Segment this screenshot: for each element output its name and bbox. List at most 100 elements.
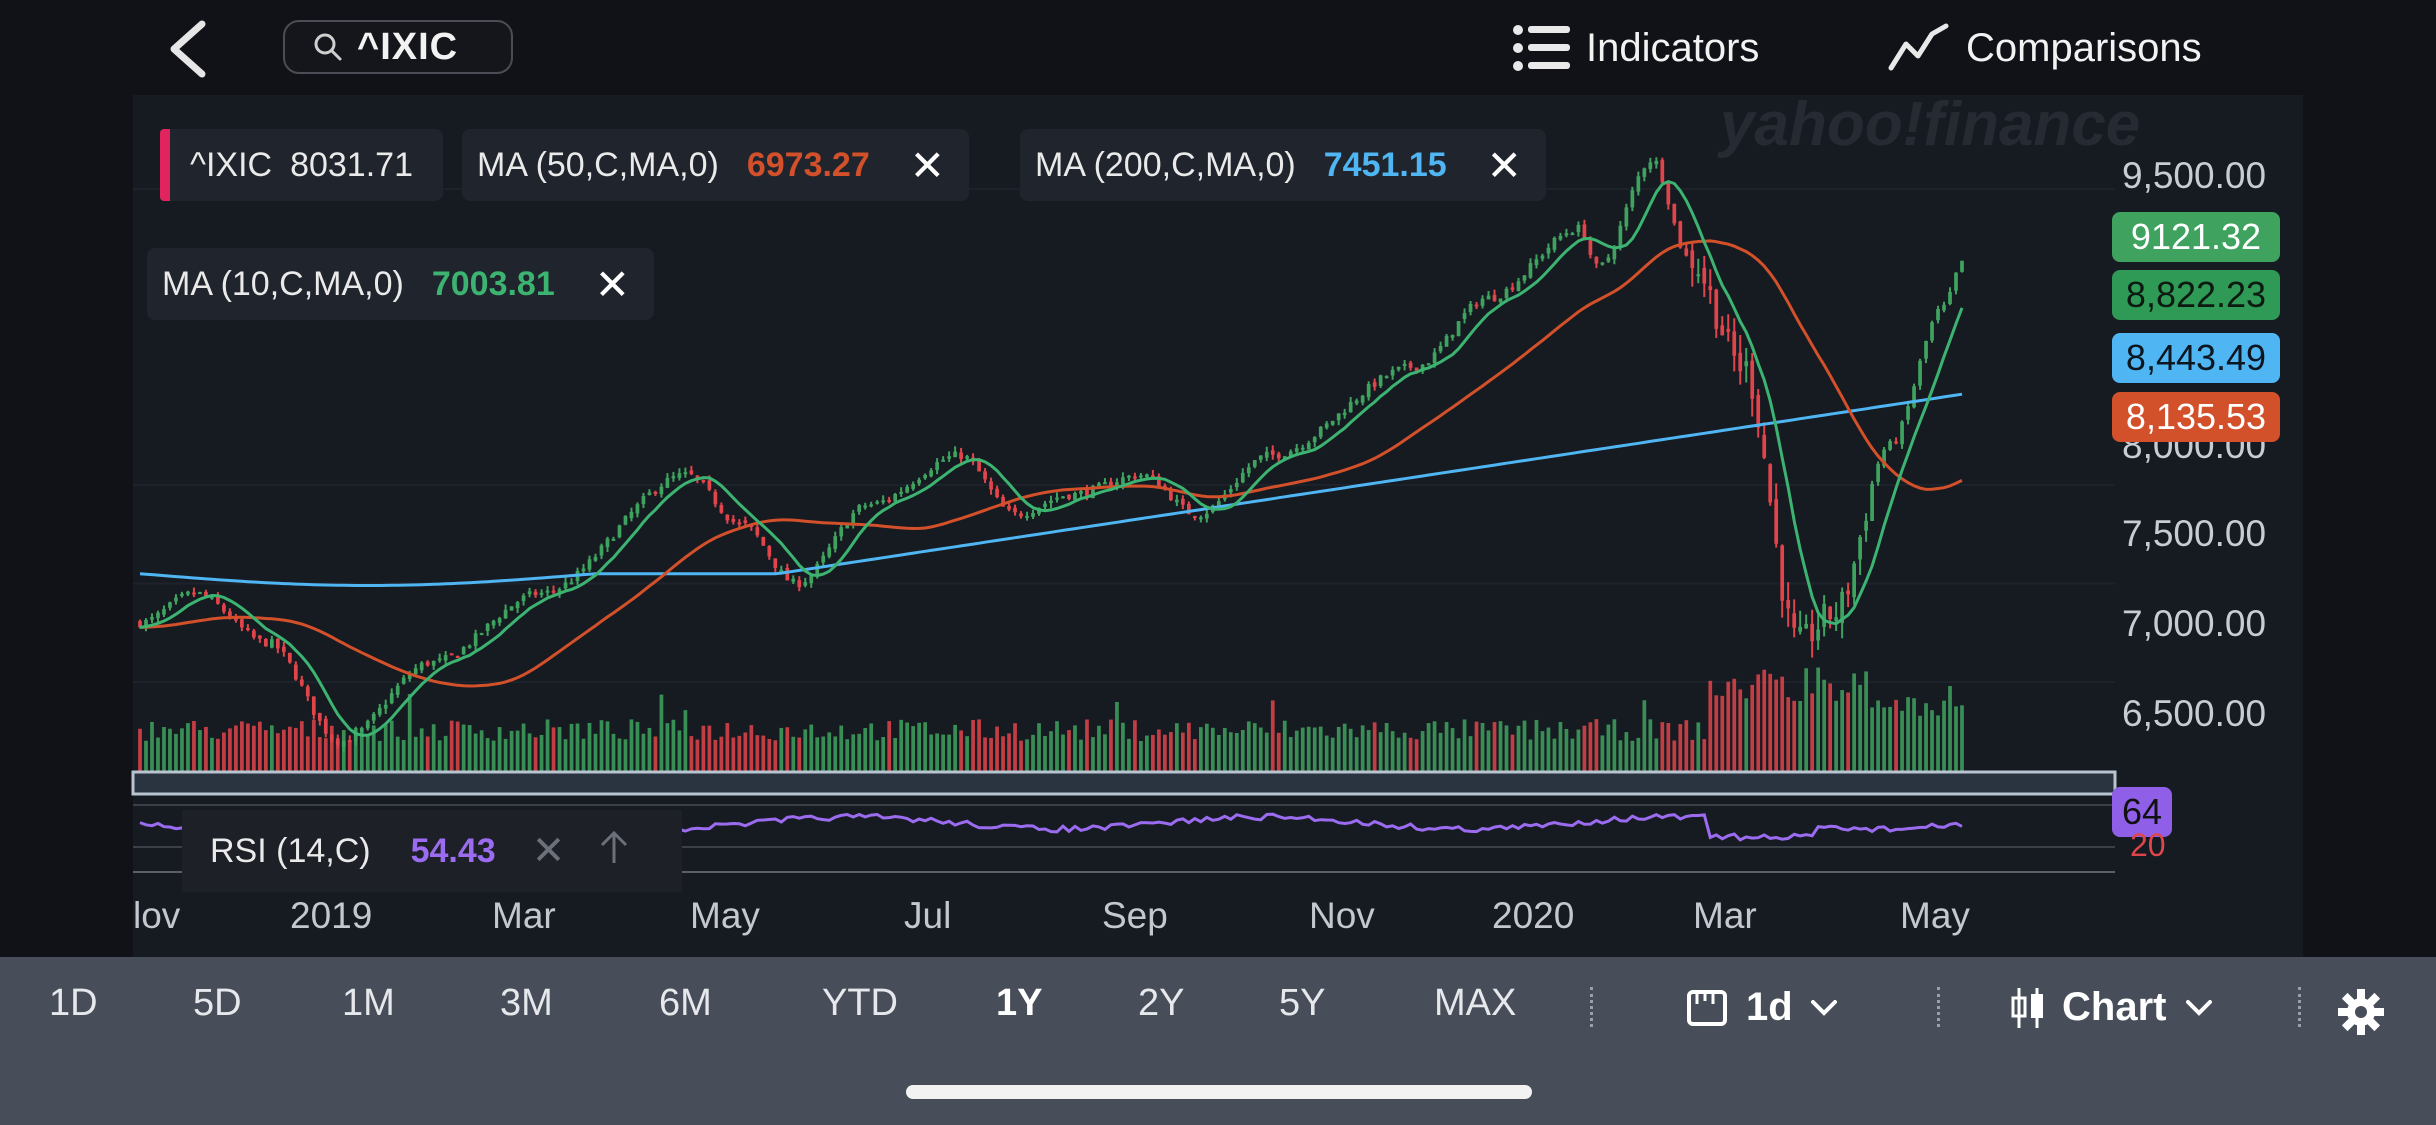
indicators-button[interactable]: Indicators <box>1512 18 1759 78</box>
rsi-legend[interactable]: RSI (14,C) 54.43 ✕ <box>182 810 682 892</box>
volume-bar <box>180 728 184 771</box>
candle-body <box>1672 203 1677 224</box>
x-axis-label: May <box>1900 895 1970 936</box>
volume-bar <box>156 737 160 771</box>
candle-body <box>941 459 945 462</box>
volume-bar <box>1091 737 1095 771</box>
candle-body <box>1642 168 1647 177</box>
price-chart[interactable]: yahoo!finance <box>0 95 2436 960</box>
volume-bar <box>527 733 532 771</box>
volume-bar <box>1240 729 1245 771</box>
range-5y[interactable]: 5Y <box>1279 982 1326 1024</box>
candle-body <box>1936 308 1940 321</box>
range-1m[interactable]: 1M <box>342 982 395 1024</box>
back-button[interactable] <box>160 18 220 80</box>
candle-body <box>258 635 262 639</box>
comparisons-button[interactable]: Comparisons <box>1888 18 2202 78</box>
chart-type-selector[interactable]: Chart <box>2010 985 2214 1030</box>
line-chart-icon <box>1888 23 1949 71</box>
range-3m[interactable]: 3M <box>500 982 553 1024</box>
candle-body <box>1816 629 1821 641</box>
volume-bar <box>1013 723 1017 771</box>
symbol-search-field[interactable]: ^IXIC <box>283 20 513 74</box>
candle-body <box>755 527 760 536</box>
close-icon[interactable]: ✕ <box>531 829 566 873</box>
volume-bar <box>887 721 892 771</box>
candle-body <box>923 474 927 479</box>
volume-bar <box>359 732 364 771</box>
candle-body <box>701 480 706 483</box>
comparisons-label: Comparisons <box>1966 25 2202 70</box>
candle-body <box>1870 483 1874 521</box>
volume-bar <box>881 736 886 771</box>
home-indicator <box>906 1085 1532 1099</box>
candle-body <box>479 633 484 636</box>
range-max[interactable]: MAX <box>1434 982 1517 1024</box>
candle-body <box>1115 482 1119 487</box>
volume-bar <box>1360 725 1365 771</box>
candle-body <box>977 459 981 472</box>
candle-body <box>1900 421 1904 445</box>
range-1y[interactable]: 1Y <box>996 982 1043 1024</box>
candle-body <box>1001 496 1005 507</box>
candle-body <box>965 456 969 459</box>
arrow-up-icon[interactable] <box>597 829 631 874</box>
candle-body <box>1492 294 1497 301</box>
close-icon[interactable]: ✕ <box>909 141 945 189</box>
rsi-label: RSI (14,C) <box>210 831 371 870</box>
range-6m[interactable]: 6M <box>659 982 712 1024</box>
ma10-legend[interactable]: MA (10,C,MA,0) 7003.81 ✕ <box>147 248 654 320</box>
candle-body <box>617 525 622 538</box>
interval-selector[interactable]: 1d <box>1686 985 1839 1030</box>
settings-button[interactable] <box>2338 989 2384 1040</box>
candle-body <box>455 655 460 658</box>
candle-body <box>1390 369 1395 376</box>
range-5d[interactable]: 5D <box>193 982 242 1024</box>
volume-bar <box>551 727 556 771</box>
candle-body <box>1504 288 1509 299</box>
volume-bar <box>1756 674 1761 771</box>
candle-body <box>1049 500 1053 504</box>
range-1d[interactable]: 1D <box>49 982 98 1024</box>
volume-bar <box>941 734 945 771</box>
volume-bar <box>1180 732 1185 771</box>
volume-bar <box>1085 719 1089 771</box>
range-scrubber[interactable] <box>131 770 2117 796</box>
candle-body <box>275 638 280 649</box>
candle-body <box>875 501 880 504</box>
candle-body <box>677 473 682 478</box>
candle-body <box>1204 513 1209 519</box>
volume-bar <box>1276 732 1281 771</box>
ma50-legend[interactable]: MA (50,C,MA,0) 6973.27 ✕ <box>462 129 969 201</box>
x-axis-label: Sep <box>1102 895 1168 936</box>
last-price-tag: 9121.32 <box>2112 212 2280 262</box>
volume-bar <box>1474 721 1479 771</box>
candle-body <box>797 580 802 588</box>
volume-bar <box>1564 728 1569 771</box>
volume-bar <box>1306 726 1311 771</box>
volume-bar <box>1133 720 1137 771</box>
ma50-price-tag: 8,135.53 <box>2112 392 2280 442</box>
volume-bar <box>1804 668 1809 771</box>
volume-bar <box>1666 723 1671 771</box>
volume-bar <box>1786 697 1791 771</box>
candle-body <box>1240 472 1245 483</box>
volume-bar <box>1834 700 1838 771</box>
candle-body <box>1133 476 1137 479</box>
close-icon[interactable]: ✕ <box>1486 141 1522 189</box>
range-2y[interactable]: 2Y <box>1138 982 1185 1024</box>
volume-bar <box>323 738 328 771</box>
volume-bar <box>461 724 466 771</box>
y-axis-label: 6,500.00 <box>2122 693 2267 734</box>
volume-bar <box>1037 723 1041 771</box>
candle-body <box>1198 517 1203 520</box>
candle-body <box>803 582 808 586</box>
volume-bar <box>1684 720 1689 771</box>
x-axis-label: Mar <box>1693 895 1757 936</box>
ma200-legend[interactable]: MA (200,C,MA,0) 7451.15 ✕ <box>1020 129 1546 201</box>
volume-bar <box>275 733 280 771</box>
symbol-legend: ^IXIC 8031.71 <box>160 129 443 201</box>
close-icon[interactable]: ✕ <box>594 260 630 308</box>
range-ytd[interactable]: YTD <box>822 982 898 1024</box>
volume-bar <box>743 732 748 771</box>
